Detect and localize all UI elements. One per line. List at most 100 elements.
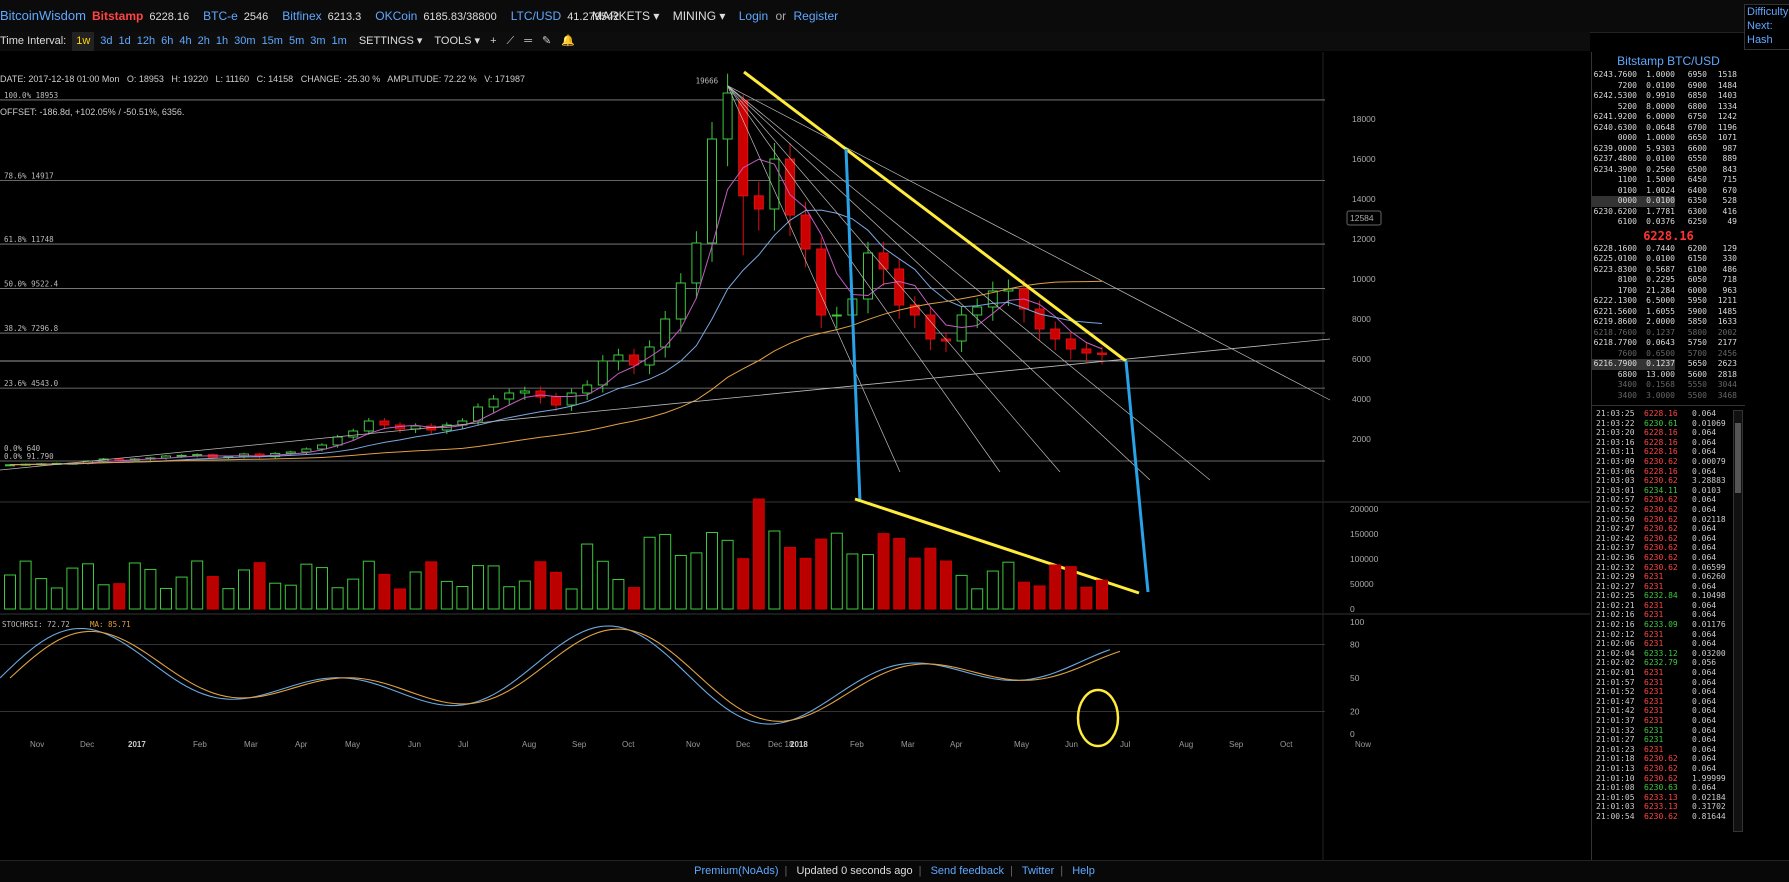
trade-price: 6232.79: [1644, 658, 1678, 668]
candle-body: [566, 392, 577, 406]
volume-bar: [50, 587, 63, 610]
orderbook-row[interactable]: 6219.8600 2.0000 5850 1633: [1592, 317, 1745, 328]
trade-amount: 0.81644: [1692, 811, 1726, 821]
price-tick: 18000: [1352, 114, 1376, 124]
orderbook-row[interactable]: 6225.0100 0.0100 6150 330: [1592, 254, 1745, 265]
trade-amount: 0.064: [1692, 744, 1717, 754]
trade-price: 6231: [1644, 572, 1664, 582]
orderbook-cell: 6050: [1687, 275, 1707, 284]
interval-15m[interactable]: 15m: [261, 35, 283, 47]
orderbook-row[interactable]: 6221.5600 1.6055 5900 1485: [1592, 307, 1745, 318]
orderbook-row[interactable]: 6228.1600 0.7440 6200 129: [1592, 244, 1745, 255]
footer: Premium(NoAds) | Updated 0 seconds ago | S…: [0, 860, 1789, 882]
hline-icon[interactable]: ═: [524, 35, 533, 47]
volume-bar: [284, 584, 297, 610]
crosshair-icon[interactable]: +: [490, 35, 497, 47]
orderbook-row[interactable]: 6222.1300 6.5000 5950 1211: [1592, 296, 1745, 307]
scrollbar-thumb[interactable]: [1735, 423, 1741, 493]
orderbook-row[interactable]: 1700 21.284 6000 963: [1592, 286, 1745, 297]
orderbook-row[interactable]: 6240.6300 0.0648 6700 1196: [1592, 123, 1745, 134]
interval-12h[interactable]: 12h: [136, 35, 156, 47]
orderbook-row[interactable]: 5200 8.0000 6800 1334: [1592, 102, 1745, 113]
orderbook-row[interactable]: 6100 0.0376 6250 49: [1592, 217, 1745, 228]
volume-bar: [737, 558, 750, 610]
orderbook-row[interactable]: 6234.3900 0.2560 6500 843: [1592, 165, 1745, 176]
orderbook-row[interactable]: 6223.8300 0.5687 6100 486: [1592, 265, 1745, 276]
orderbook-row[interactable]: 6216.7900 0.1237 5650 2623: [1592, 359, 1745, 370]
brand-logo[interactable]: BitcoinWisdom: [0, 8, 86, 23]
orderbook-row[interactable]: 1100 1.5000 6450 715: [1592, 175, 1745, 186]
orderbook-row[interactable]: 6800 13.000 5600 2818: [1592, 370, 1745, 381]
interval-4h[interactable]: 4h: [179, 35, 192, 47]
orderbook-row[interactable]: 8100 0.2295 6050 718: [1592, 275, 1745, 286]
candle-body: [722, 92, 733, 140]
alert-icon[interactable]: 🔔: [561, 35, 575, 47]
orderbook-row[interactable]: 6218.7700 0.0643 5750 2177: [1592, 338, 1745, 349]
ticker-0[interactable]: Bitstamp 6228.16: [92, 9, 189, 23]
orderbook-row[interactable]: 6242.5300 0.9910 6850 1403: [1592, 91, 1745, 102]
trade-price: 6231: [1644, 610, 1664, 620]
orderbook-row[interactable]: 6243.7600 1.0000 6950 1518: [1592, 70, 1745, 81]
help-link[interactable]: Help: [1072, 865, 1095, 877]
trade-row: 21:02:01 6231 0.064: [1592, 668, 1745, 678]
orderbook-row[interactable]: 0100 1.0024 6400 670: [1592, 186, 1745, 197]
volume-bar: [784, 546, 796, 610]
trade-price: 6230.62: [1644, 533, 1678, 543]
trade-scrollbar[interactable]: [1733, 410, 1743, 832]
trade-amount: 0.064: [1692, 716, 1717, 725]
orderbook-row[interactable]: 6239.0000 5.9303 6600 987: [1592, 144, 1745, 155]
trade-price: 6230.61: [1644, 418, 1678, 428]
pencil-icon[interactable]: ✎: [542, 35, 552, 47]
price-tick: 8000: [1352, 314, 1371, 324]
interval-1h[interactable]: 1h: [215, 35, 229, 47]
premium-link[interactable]: Premium(NoAds): [694, 865, 779, 877]
trendline-icon[interactable]: ⟋: [506, 35, 515, 47]
interval-1w[interactable]: 1w: [72, 32, 95, 51]
orderbook-cell: 1196: [1717, 122, 1737, 132]
price-chart[interactable]: 100.0% 18953 78.6% 14917 61.8% 11748 50.0% …: [0, 52, 1590, 860]
markets-menu[interactable]: MARKETS ▾: [592, 9, 660, 23]
interval-2h[interactable]: 2h: [197, 35, 210, 47]
interval-1d[interactable]: 1d: [118, 35, 131, 47]
orderbook-cell: 0.1568: [1646, 380, 1675, 389]
ticker-3[interactable]: OKCoin 6185.83/38800: [375, 9, 496, 23]
interval-1m[interactable]: 1m: [331, 35, 347, 47]
trade-price: 6231: [1644, 725, 1664, 735]
orderbook-row[interactable]: 3400 0.1568 5550 3044: [1592, 380, 1745, 391]
candle-body: [535, 390, 546, 398]
interval-3m[interactable]: 3m: [310, 35, 326, 47]
settings-menu[interactable]: SETTINGS ▾: [358, 35, 423, 47]
candle-body: [1034, 308, 1045, 330]
login-link[interactable]: Login: [738, 9, 769, 23]
feedback-link[interactable]: Send feedback: [930, 865, 1004, 877]
trade-history[interactable]: 21:03:25 6228.16 0.064 21:03:22 6230.61 0.010…: [1592, 405, 1745, 832]
ticker-4[interactable]: LTC/USD 41.279542: [511, 9, 619, 23]
trade-price: 6230.62: [1644, 811, 1678, 821]
tools-menu[interactable]: TOOLS ▾: [434, 35, 481, 47]
register-link[interactable]: Register: [793, 9, 839, 23]
orderbook-row[interactable]: 3400 3.0000 5500 3468: [1592, 391, 1745, 402]
orderbook-row[interactable]: 0000 0.0100 6350 528: [1592, 196, 1745, 207]
orderbook-row[interactable]: 0000 1.0000 6650 1071: [1592, 133, 1745, 144]
twitter-link[interactable]: Twitter: [1021, 865, 1055, 877]
orderbook-row[interactable]: 6230.6200 1.7781 6300 416: [1592, 207, 1745, 218]
orderbook-row[interactable]: 6218.7600 0.1237 5800 2002: [1592, 328, 1745, 339]
orderbook-row[interactable]: 7600 0.6500 5700 2456: [1592, 349, 1745, 360]
trade-amount: 0.064: [1692, 543, 1717, 553]
interval-30m[interactable]: 30m: [234, 35, 256, 47]
mining-menu[interactable]: MINING ▾: [672, 9, 726, 23]
orderbook-row[interactable]: 7200 0.0100 6900 1484: [1592, 81, 1745, 92]
trade-time: 21:02:52: [1596, 504, 1635, 514]
orderbook-cell: 1242: [1717, 112, 1737, 121]
interval-3d[interactable]: 3d: [100, 35, 113, 47]
trade-row: 21:02:06 6231 0.064: [1592, 639, 1745, 649]
interval-6h[interactable]: 6h: [161, 35, 174, 47]
trade-row: 21:03:01 6234.11 0.0103: [1592, 486, 1745, 496]
orderbook-row[interactable]: 6241.9200 6.0000 6750 1242: [1592, 112, 1745, 123]
ticker-1[interactable]: BTC-e 2546: [203, 9, 268, 23]
trade-amount: 0.064: [1692, 687, 1717, 697]
interval-5m[interactable]: 5m: [288, 35, 305, 47]
stoch-label: STOCHRSI: 72.72: [2, 620, 70, 629]
ticker-2[interactable]: Bitfinex 6213.3: [282, 9, 361, 23]
orderbook-row[interactable]: 6237.4800 0.0100 6550 889: [1592, 154, 1745, 165]
